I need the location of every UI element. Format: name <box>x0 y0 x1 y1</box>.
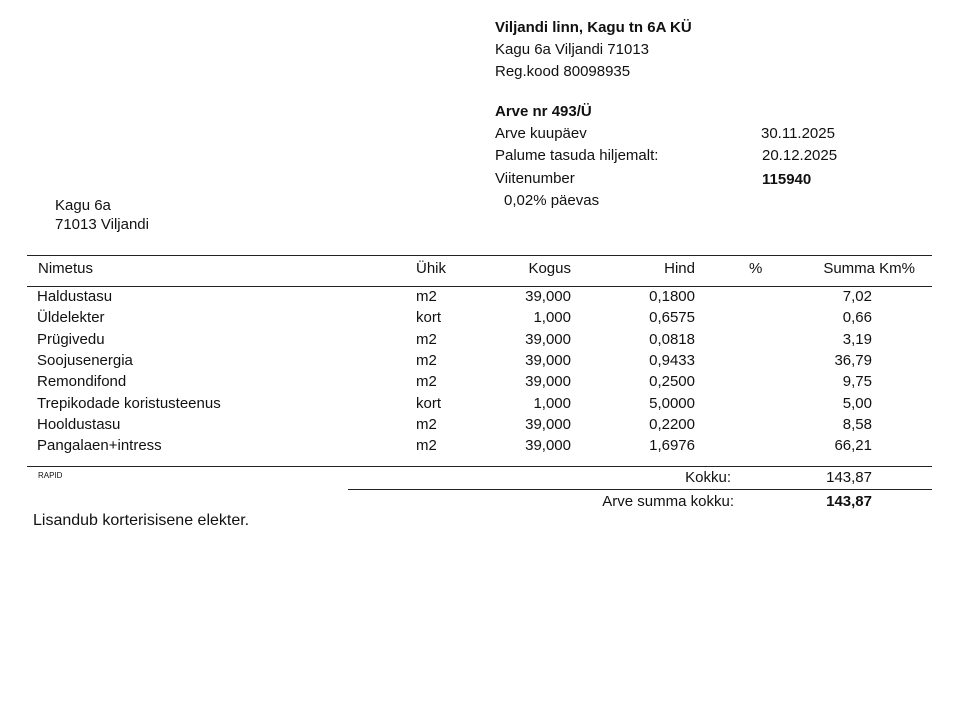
cell-name: Prügivedu <box>37 330 105 348</box>
cell-price: 0,2200 <box>649 415 695 433</box>
cell-qty: 39,000 <box>525 373 571 391</box>
table-top-divider <box>27 255 932 256</box>
cell-sum: 5,00 <box>842 394 872 412</box>
table-bottom-divider <box>27 466 932 467</box>
cell-price: 0,0818 <box>649 330 695 348</box>
cell-sum: 9,75 <box>842 373 872 391</box>
ref-number: 115940 <box>762 171 812 188</box>
penalty-rate: 0,02% päevas <box>504 192 600 209</box>
cell-unit: kort <box>416 309 442 327</box>
seller-address: Kagu 6a Viljandi 71013 <box>495 41 650 58</box>
invoice-date: 30.11.2025 <box>761 125 835 142</box>
header-price: Hind <box>664 260 695 277</box>
header-name: Nimetus <box>38 260 94 277</box>
table-row: Prügivedu m2 39,000 0,0818 3,19 <box>0 331 968 352</box>
cell-sum: 0,66 <box>842 309 872 327</box>
buyer-city: 71013 Viljandi <box>55 216 149 233</box>
cell-name: Haldustasu <box>37 288 113 305</box>
cell-qty: 39,000 <box>525 437 571 455</box>
seller-reg-code: Reg.kood 80098935 <box>495 63 631 80</box>
table-row: Soojusenergia m2 39,000 0,9433 36,79 <box>0 352 968 373</box>
total-divider <box>348 489 932 490</box>
cell-name: Hooldustasu <box>37 415 121 433</box>
cell-name: Soojusenergia <box>37 351 133 369</box>
table-header: Nimetus Ühik Kogus Hind % Summa Km% <box>0 260 968 281</box>
cell-qty: 39,000 <box>525 415 571 433</box>
seller-name: Viljandi linn, Kagu tn 6A KÜ <box>495 19 692 36</box>
cell-sum: 66,21 <box>834 437 872 455</box>
cell-price: 0,6575 <box>649 309 695 327</box>
cell-sum: 8,58 <box>842 415 872 433</box>
cell-sum: 7,02 <box>842 288 872 305</box>
cell-unit: m2 <box>416 373 437 391</box>
ref-label: Viitenumber <box>495 170 575 187</box>
table-row: Pangalaen+intress m2 39,000 1,6976 66,21 <box>0 437 968 458</box>
due-label: Palume tasuda hiljemalt: <box>495 147 659 164</box>
cell-name: Remondifond <box>37 373 127 391</box>
cell-qty: 39,000 <box>525 351 571 369</box>
header-qty: Kogus <box>528 260 571 277</box>
cell-name: Üldelekter <box>37 309 105 327</box>
table-row: Remondifond m2 39,000 0,2500 9,75 <box>0 373 968 394</box>
cell-qty: 1,000 <box>533 309 571 327</box>
grand-total-value: 143,87 <box>826 493 872 510</box>
cell-price: 5,0000 <box>649 394 695 412</box>
cell-sum: 36,79 <box>834 351 872 369</box>
cell-qty: 1,000 <box>533 394 571 412</box>
table-row: Trepikodade koristusteenus kort 1,000 5,000… <box>0 395 968 416</box>
table-header-divider <box>27 286 932 287</box>
cell-unit: m2 <box>416 351 437 369</box>
cell-name: Pangalaen+intress <box>37 437 162 455</box>
buyer-street: Kagu 6a <box>55 197 111 214</box>
cell-sum: 3,19 <box>842 330 872 348</box>
cell-unit: m2 <box>416 415 437 433</box>
cell-name: Trepikodade koristusteenus <box>37 394 221 412</box>
cell-unit: m2 <box>416 288 437 305</box>
grand-total-label: Arve summa kokku: <box>602 493 734 510</box>
note: Lisandub korterisisene elekter. <box>33 512 250 529</box>
cell-price: 0,9433 <box>649 351 695 369</box>
cell-qty: 39,000 <box>525 288 571 305</box>
date-label: Arve kuupäev <box>495 125 587 142</box>
due-date: 20.12.2025 <box>762 147 838 164</box>
header-sum: Summa Km% <box>823 260 915 277</box>
total-label: Kokku: <box>685 469 731 486</box>
total-value: 143,87 <box>826 469 872 486</box>
cell-qty: 39,000 <box>525 330 571 348</box>
cell-price: 1,6976 <box>649 437 695 455</box>
invoice-title: Arve nr 493/Ü <box>495 103 592 120</box>
cell-unit: m2 <box>416 437 437 455</box>
cell-price: 0,1800 <box>649 288 695 305</box>
header-pct: % <box>749 260 763 277</box>
cell-price: 0,2500 <box>649 373 695 391</box>
table-row: Hooldustasu m2 39,000 0,2200 8,58 <box>0 416 968 437</box>
table-row: Üldelekter kort 1,000 0,6575 0,66 <box>0 309 968 330</box>
cell-unit: kort <box>416 394 442 412</box>
software-label: RAPID <box>38 471 63 480</box>
header-unit: Ühik <box>416 260 447 277</box>
table-row: Haldustasu m2 39,000 0,1800 7,02 <box>0 288 968 309</box>
cell-unit: m2 <box>416 330 437 348</box>
